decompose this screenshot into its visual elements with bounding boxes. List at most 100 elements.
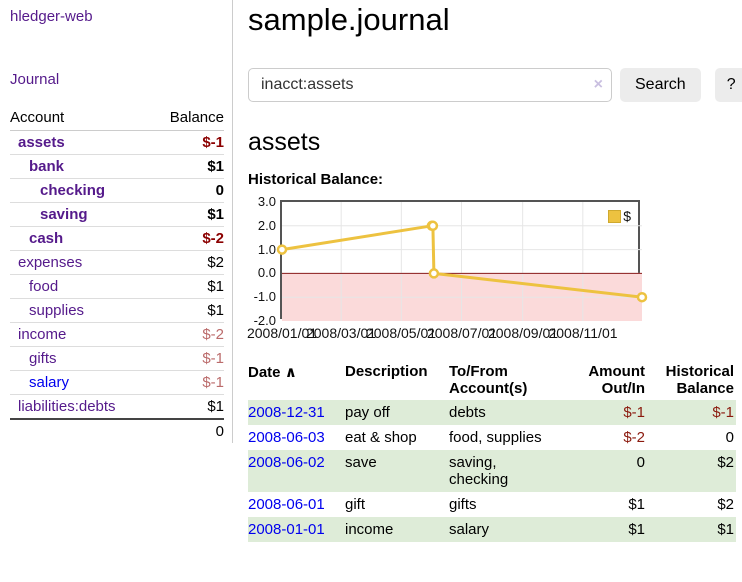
transaction-amount: $1 [561, 517, 645, 542]
transaction-amount: 0 [561, 450, 645, 492]
account-link[interactable]: saving [40, 206, 88, 223]
chart-label: Historical Balance: [248, 171, 384, 188]
register-header-date-label: Date [248, 364, 281, 381]
account-link[interactable]: expenses [18, 254, 83, 271]
sort-asc-icon: ∧ [284, 364, 297, 381]
account-row: food $1 [10, 274, 224, 299]
transaction-accounts: saving, checking [449, 450, 561, 492]
transaction-date-link[interactable]: 2008-01-01 [248, 521, 325, 538]
transaction-amount: $1 [628, 496, 645, 513]
transaction-description: eat & shop [345, 429, 417, 446]
search-button[interactable]: Search [620, 68, 701, 102]
search-input[interactable] [259, 75, 594, 95]
account-link[interactable]: salary [29, 374, 70, 391]
main-content: sample.journal × Search ? assets Histori… [233, 0, 742, 542]
register-header-balance: Historical Balance [665, 363, 734, 397]
account-link[interactable]: liabilities:debts [18, 398, 116, 415]
transaction-date-link[interactable]: 2008-12-31 [248, 404, 325, 421]
account-link[interactable]: income [18, 326, 67, 343]
register-row: 2008-12-31 pay off debts $-1 $-1 [248, 400, 736, 425]
sidebar-item-journal[interactable]: Journal [10, 71, 60, 88]
chart-x-tick-label: 2008/09/01 [487, 325, 559, 341]
account-row: income $-2 [10, 322, 224, 347]
transaction-date-link[interactable]: 2008-06-03 [248, 429, 325, 446]
transaction-accounts: food, supplies [449, 429, 542, 446]
chart-x-tick-label: 2008/05/01 [365, 325, 437, 341]
account-balance: $1 [151, 202, 224, 227]
chart-y-tick-label: 0.0 [257, 265, 276, 280]
account-balance: $-1 [151, 130, 224, 155]
transaction-description: pay off [345, 400, 449, 425]
transaction-description: save [345, 450, 449, 492]
chart-plot-area: $ [276, 200, 648, 321]
page-title: sample.journal [248, 2, 450, 37]
account-balance: $1 [151, 394, 224, 420]
account-row: gifts $-1 [10, 346, 224, 371]
account-balance: $2 [151, 250, 224, 275]
register-header-date[interactable]: Date ∧ [248, 360, 345, 400]
account-balance: $-1 [151, 346, 224, 371]
chart-y-tick-label: 2.0 [257, 218, 276, 233]
chart-y-tick-label: 1.0 [257, 242, 276, 257]
register-row: 2008-06-03 eat & shop food, supplies $-2 0 [248, 425, 736, 450]
transaction-accounts: gifts [449, 496, 477, 513]
account-row: supplies $1 [10, 298, 224, 323]
account-link[interactable]: bank [29, 158, 65, 175]
register-row: 2008-06-01 gift gifts $1 $2 [248, 492, 736, 517]
register-table: Date ∧ Description To/From Account(s) Am… [248, 360, 736, 542]
register-row: 2008-01-01 income salary $1 $1 [248, 517, 736, 542]
transaction-balance: $-1 [645, 400, 736, 425]
accounts-total-value: 0 [10, 418, 224, 443]
account-link[interactable]: checking [40, 182, 106, 199]
account-link[interactable]: cash [29, 230, 64, 247]
register-row: 2008-06-02 save saving, checking 0 $2 [248, 450, 736, 492]
account-link[interactable]: food [29, 278, 59, 295]
accounts-header-balance: Balance [151, 106, 224, 131]
chart-x-tick-label: 2008/01/01 [246, 325, 318, 341]
transaction-amount: $-2 [623, 429, 645, 446]
account-row: bank $1 [10, 154, 224, 179]
account-balance: 0 [151, 178, 224, 203]
accounts-header-account: Account [10, 106, 152, 131]
search-form: × Search ? [248, 68, 742, 102]
account-row: assets $-1 [10, 130, 224, 155]
chart-x-tick-label: 2008/03/01 [305, 325, 377, 341]
chart-legend: $ [608, 208, 631, 224]
accounts-table: Account Balance assets $-1 bank $1 checking 0… [10, 106, 224, 443]
legend-swatch-icon [608, 209, 622, 223]
account-row: checking 0 [10, 178, 224, 203]
register-header-amount: Amount Out/In [588, 363, 645, 397]
account-balance: $1 [151, 154, 224, 179]
chart-y-tick-label: -2.0 [253, 313, 276, 328]
transaction-date-link[interactable]: 2008-06-02 [248, 454, 325, 471]
account-row: saving $1 [10, 202, 224, 227]
transaction-balance: 0 [725, 429, 734, 446]
help-button[interactable]: ? [714, 68, 742, 102]
chart-x-tick-label: 2008/11/01 [548, 325, 618, 341]
account-row: liabilities:debts $1 [10, 394, 224, 420]
transaction-description: gift [345, 496, 366, 513]
register-header-description: Description [345, 363, 428, 380]
chart-x-tick-label: 2008/07/01 [426, 325, 498, 341]
transaction-description: income [345, 517, 449, 542]
transaction-accounts: debts [449, 400, 561, 425]
account-balance: $-1 [151, 370, 224, 395]
account-link[interactable]: assets [18, 134, 65, 151]
account-link[interactable]: gifts [29, 350, 57, 367]
account-heading: assets [248, 128, 321, 156]
chart-y-tick-label: 3.0 [257, 194, 276, 209]
sidebar: hledger-web Journal Account Balance asse… [0, 0, 233, 443]
account-balance: $1 [151, 298, 224, 323]
account-row: cash $-2 [10, 226, 224, 251]
legend-label: $ [623, 208, 631, 224]
account-balance: $-2 [151, 226, 224, 251]
accounts-total-row: 0 [10, 418, 224, 443]
transaction-date-link[interactable]: 2008-06-01 [248, 496, 325, 513]
register-header-tofrom: To/From Account(s) [449, 363, 528, 397]
transaction-balance: $2 [717, 496, 734, 513]
balance-chart: $3.0 2.0 1.0 0.0 -1.0 -2.0 2008/01/01 2008/03/0… [246, 194, 742, 344]
app-title-link[interactable]: hledger-web [10, 8, 93, 25]
transaction-balance: $1 [645, 517, 736, 542]
account-link[interactable]: supplies [29, 302, 85, 319]
clear-search-icon[interactable]: × [593, 76, 603, 93]
